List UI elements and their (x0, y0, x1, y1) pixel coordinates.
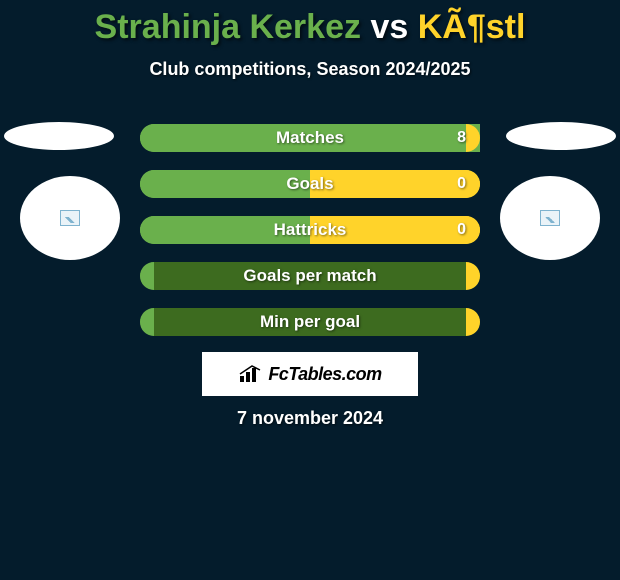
bar-cap-right (466, 262, 480, 290)
brand-box: FcTables.com (202, 352, 418, 396)
bar-hattricks: Hattricks 0 (140, 216, 480, 244)
bar-cap-left (140, 216, 154, 244)
image-placeholder-icon (60, 210, 80, 226)
player1-avatar (20, 176, 120, 260)
brand-text: FcTables.com (268, 364, 381, 385)
bar-fill-right (310, 170, 480, 198)
bar-min-per-goal: Min per goal (140, 308, 480, 336)
bar-cap-left (140, 124, 154, 152)
bar-cap-left (140, 170, 154, 198)
bar-label: Matches (276, 128, 344, 148)
bar-label: Hattricks (274, 220, 347, 240)
vs-text: vs (370, 8, 408, 46)
bar-matches: Matches 8 (140, 124, 480, 152)
team-ellipse-right (506, 122, 616, 150)
player2-name: KÃ¶stl (418, 8, 526, 46)
player2-avatar (500, 176, 600, 260)
bar-goals-per-match: Goals per match (140, 262, 480, 290)
bar-goals: Goals 0 (140, 170, 480, 198)
bar-label: Goals (286, 174, 333, 194)
subtitle: Club competitions, Season 2024/2025 (0, 59, 620, 80)
bar-cap-right (466, 170, 480, 198)
bar-label: Goals per match (243, 266, 376, 286)
bar-cap-right (466, 216, 480, 244)
bar-label: Min per goal (260, 312, 360, 332)
team-ellipse-left (4, 122, 114, 150)
comparison-title: Strahinja Kerkez vs KÃ¶stl (0, 0, 620, 47)
image-placeholder-icon (540, 210, 560, 226)
bar-cap-right (466, 308, 480, 336)
bar-cap-left (140, 262, 154, 290)
bar-cap-left (140, 308, 154, 336)
bar-fill-left (140, 170, 310, 198)
bar-value-right: 0 (457, 221, 466, 239)
stats-bars: Matches 8 Goals 0 Hattricks 0 Goals per … (140, 124, 480, 354)
bar-value-right: 8 (457, 129, 466, 147)
chart-icon (238, 364, 264, 384)
player1-name: Strahinja Kerkez (95, 8, 361, 46)
bar-value-right: 0 (457, 175, 466, 193)
date-text: 7 november 2024 (0, 408, 620, 429)
